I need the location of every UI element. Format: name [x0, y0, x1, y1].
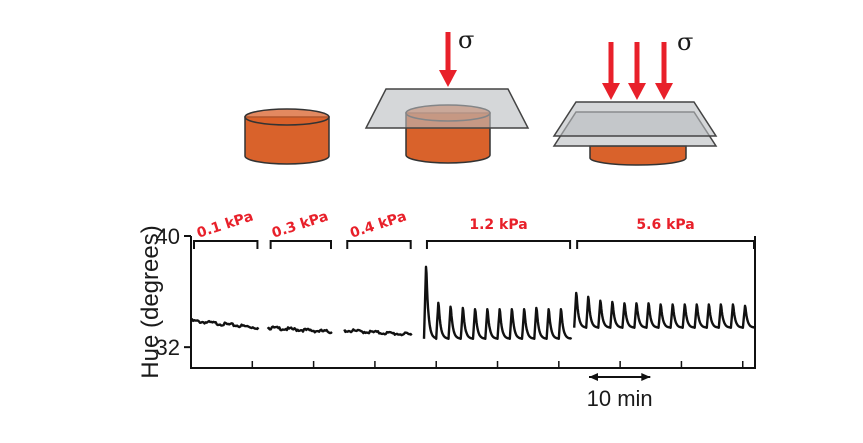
stress-symbol-2: σ — [677, 28, 693, 56]
stress-arrow — [439, 32, 457, 87]
y-tick-label-40: 40 — [156, 224, 180, 249]
compression-plate — [364, 88, 530, 129]
trace-1 — [266, 325, 333, 335]
pressure-label-4: 5.6 kPa — [636, 217, 694, 233]
bracket-2 — [346, 240, 412, 249]
stress-symbol-1: σ — [458, 26, 474, 54]
pressure-brackets: 0.1 kPa 0.3 kPa 0.4 kPa 1.2 kPa 5.6 kPa — [193, 208, 755, 249]
trace-3 — [422, 265, 573, 340]
cylinder-free — [244, 108, 330, 165]
scale-bar-label: 10 min — [587, 386, 653, 411]
cylinder-under-double-plate — [589, 145, 687, 166]
bracket-3 — [425, 240, 572, 249]
trace-4 — [573, 291, 757, 329]
y-axis-label: Hue (degrees) — [137, 225, 164, 378]
y-tick-label-32: 32 — [156, 335, 180, 360]
hue-chart: 32 40 0.1 kPa 0.3 kPa 0.4 kPa 1.2 kPa 5.6 kPa… — [137, 208, 757, 411]
stress-arrow-center — [628, 42, 646, 100]
y-ticks: 32 40 — [156, 224, 191, 360]
pressure-label-1: 0.3 kPa — [270, 208, 330, 241]
stress-arrow-right — [655, 42, 673, 100]
x-ticks — [190, 361, 744, 368]
hue-traces — [190, 265, 757, 340]
pressure-label-2: 0.4 kPa — [348, 208, 408, 241]
pressure-label-0: 0.1 kPa — [195, 208, 255, 241]
bracket-4 — [576, 240, 755, 249]
trace-2 — [343, 328, 413, 337]
pressure-label-3: 1.2 kPa — [469, 217, 527, 233]
scale-bar: 10 min — [587, 373, 653, 411]
bracket-1 — [269, 240, 332, 249]
bracket-0 — [193, 240, 259, 249]
compression-plate-upper — [552, 101, 718, 137]
trace-0 — [190, 318, 260, 331]
stress-arrow-left — [602, 42, 620, 100]
